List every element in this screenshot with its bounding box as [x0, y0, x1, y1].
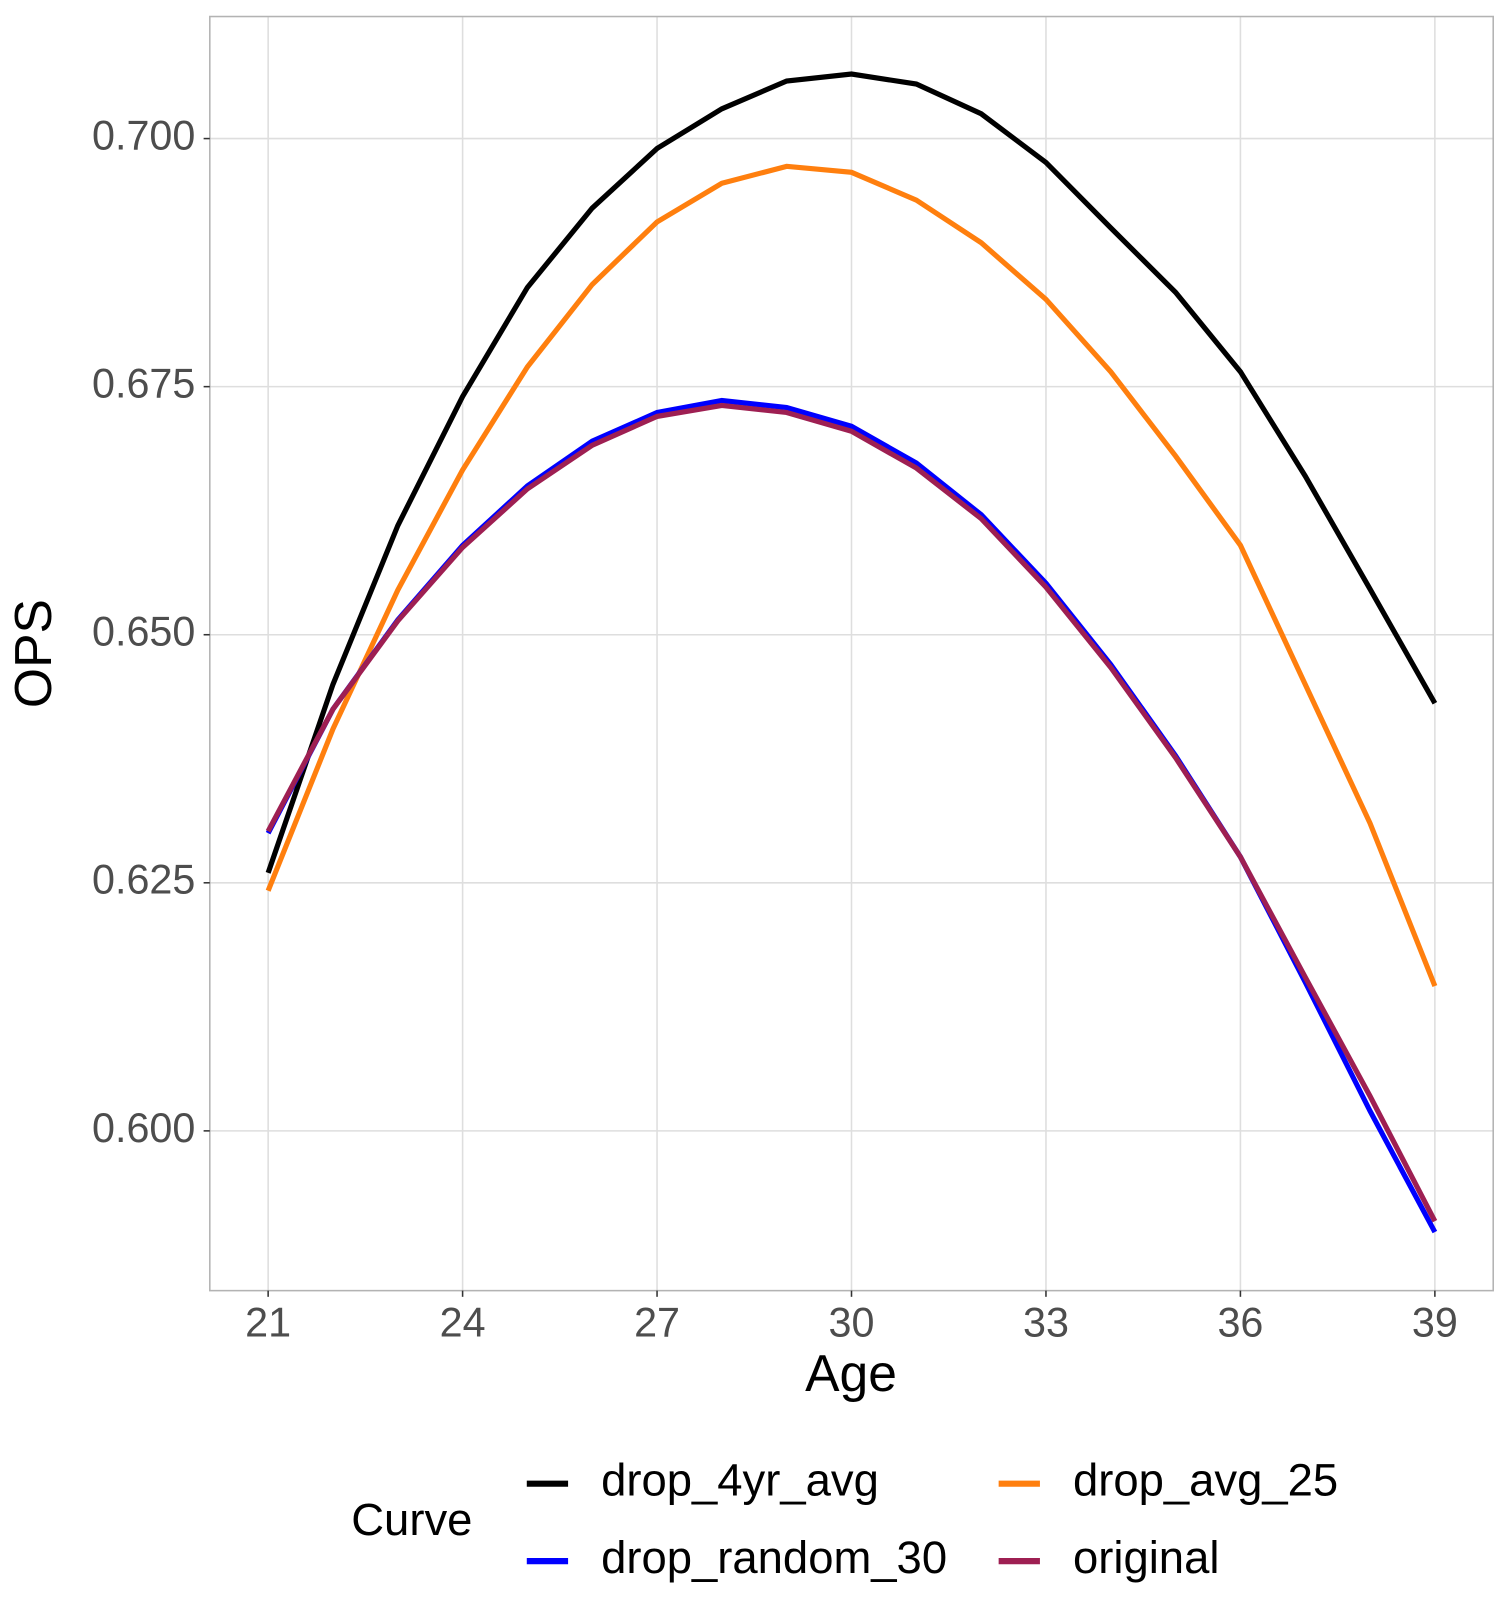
x-tick-label: 36: [1217, 1300, 1263, 1346]
legend-label: drop_random_30: [601, 1532, 947, 1583]
y-axis-title: OPS: [4, 599, 62, 708]
y-tick-label: 0.650: [92, 609, 195, 655]
legend-label: drop_4yr_avg: [601, 1455, 879, 1506]
x-axis-title: Age: [805, 1344, 897, 1402]
line-series: [265, 163, 1438, 987]
x-tick-label: 30: [829, 1300, 875, 1346]
y-tick-label: 0.675: [92, 361, 195, 407]
x-tick-label: 39: [1412, 1300, 1458, 1346]
x-tick-label: 24: [440, 1300, 486, 1346]
x-tick-label: 21: [245, 1300, 291, 1346]
y-tick-label: 0.600: [92, 1105, 195, 1151]
legend-title: Curve: [351, 1494, 472, 1545]
x-tick-label: 33: [1023, 1300, 1069, 1346]
y-tick-label: 0.625: [92, 857, 195, 903]
line-series: [265, 71, 1438, 874]
legend-label: drop_avg_25: [1073, 1455, 1338, 1506]
y-tick-label: 0.700: [92, 112, 195, 158]
legend-label: original: [1073, 1532, 1219, 1583]
line-series: [265, 402, 1438, 1223]
x-tick-label: 27: [634, 1300, 680, 1346]
